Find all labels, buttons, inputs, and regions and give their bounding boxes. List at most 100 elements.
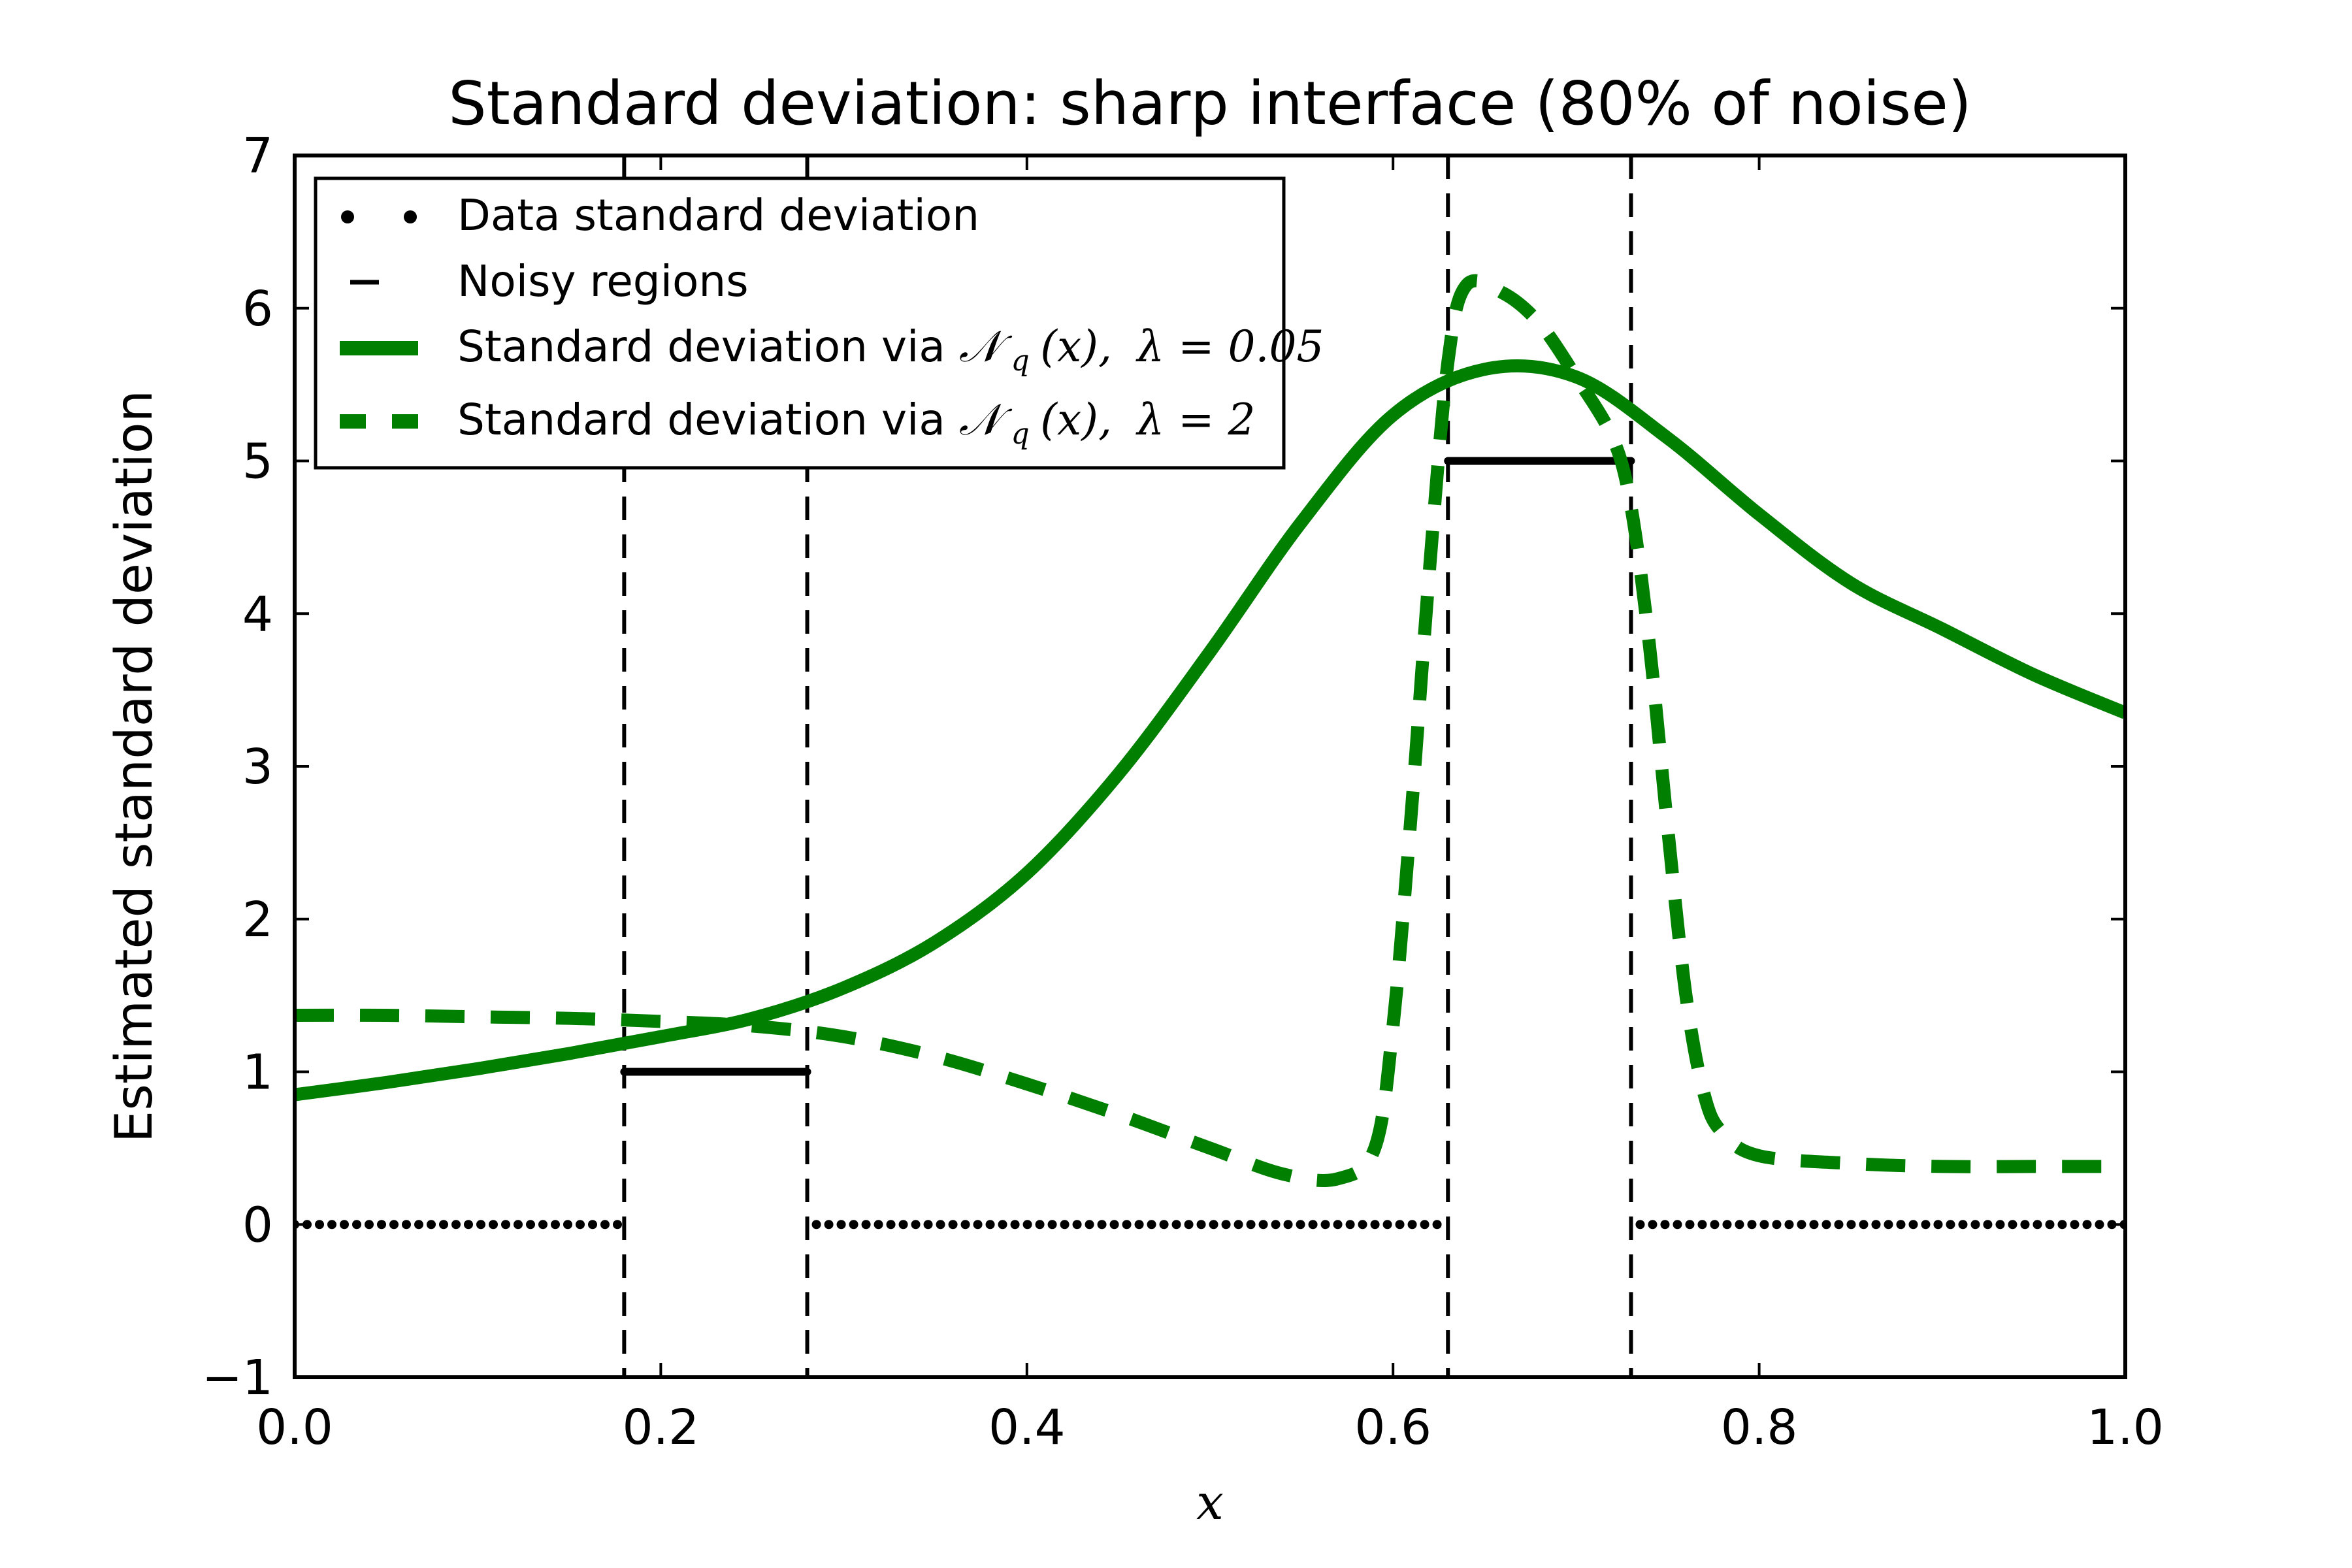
data-std-point	[1233, 1220, 1243, 1230]
data-std-point	[1382, 1220, 1392, 1230]
data-std-point	[501, 1220, 510, 1230]
legend-item-lambda-005: Standard deviation via 𝒩 q (x), λ = 0.05	[340, 321, 1324, 378]
axis-ticks: 0.0 0.2 0.4 0.6 0.8 1.0 −1 0 1 2 3 4 5 6 7	[202, 128, 2164, 1456]
data-std-point	[811, 1220, 821, 1230]
y-tick-label: 7	[242, 128, 273, 184]
legend-label-noisy-regions: Noisy regions	[457, 256, 749, 306]
data-std-point	[1834, 1220, 1844, 1230]
data-std-point	[2008, 1220, 2017, 1230]
data-std-point	[551, 1220, 560, 1230]
legend-math-N: 𝒩	[959, 395, 1013, 445]
data-std-point	[1171, 1220, 1181, 1230]
data-std-point	[1246, 1220, 1256, 1230]
series-line-lambda-2	[295, 274, 2125, 1188]
data-std-point	[1060, 1220, 1070, 1230]
series-line-lambda-005	[295, 359, 2125, 1102]
data-std-point	[911, 1220, 921, 1230]
data-std-point	[898, 1220, 908, 1230]
data-std-point	[1685, 1220, 1695, 1230]
data-std-point	[1308, 1220, 1318, 1230]
y-tick-label: 0	[242, 1197, 273, 1253]
data-std-point	[1648, 1220, 1658, 1230]
data-std-point	[563, 1220, 572, 1230]
y-tick-label: −1	[202, 1350, 273, 1406]
legend: Data standard deviation Noisy regions St…	[314, 176, 1324, 470]
data-std-point	[1271, 1220, 1281, 1230]
data-std-point	[1958, 1220, 1968, 1230]
data-std-point	[1047, 1220, 1057, 1230]
data-std-point	[1635, 1220, 1645, 1230]
data-std-point	[1784, 1220, 1794, 1230]
data-std-point	[1345, 1220, 1355, 1230]
data-std-point	[1995, 1220, 2005, 1230]
data-std-point	[600, 1220, 610, 1230]
data-std-point	[1184, 1220, 1194, 1230]
data-std-point	[886, 1220, 896, 1230]
data-std-point	[514, 1220, 523, 1230]
data-std-point	[1983, 1220, 1993, 1230]
legend-marker-dots	[341, 210, 354, 223]
data-std-point	[1085, 1220, 1094, 1230]
data-std-point	[1072, 1220, 1082, 1230]
data-std-point	[439, 1220, 448, 1230]
data-std-point	[315, 1220, 324, 1230]
x-tick-label: 0.6	[1354, 1399, 1431, 1456]
data-std-point	[1122, 1220, 1132, 1230]
x-tick-label: 0.0	[256, 1399, 333, 1456]
data-std-point	[861, 1220, 871, 1230]
data-std-point	[1871, 1220, 1881, 1230]
data-std-point	[1660, 1220, 1670, 1230]
legend-math-sub: q	[1011, 417, 1030, 451]
legend-label-data-std: Data standard deviation	[457, 190, 979, 240]
y-tick-label: 1	[242, 1045, 273, 1101]
data-std-point	[1221, 1220, 1231, 1230]
x-tick-label: 0.2	[623, 1399, 700, 1456]
legend-text: Standard deviation via	[457, 321, 959, 372]
data-std-point	[327, 1220, 336, 1230]
data-std-point	[526, 1220, 535, 1230]
data-std-point	[365, 1220, 374, 1230]
data-std-point	[1395, 1220, 1405, 1230]
legend-math-lambda: λ = 0.05	[1135, 321, 1324, 372]
data-std-point	[849, 1220, 858, 1230]
data-std-point	[1370, 1220, 1380, 1230]
data-std-point	[836, 1220, 846, 1230]
y-tick-label: 5	[242, 434, 273, 490]
x-tick-label: 1.0	[2087, 1399, 2164, 1456]
legend-math-lambda: λ = 2	[1135, 395, 1255, 445]
data-std-point	[1797, 1220, 1806, 1230]
data-std-point	[948, 1220, 958, 1230]
data-std-point	[1320, 1220, 1330, 1230]
y-axis-label: Estimated standard deviation	[105, 390, 164, 1143]
data-std-point	[2095, 1220, 2104, 1230]
data-std-point	[985, 1220, 995, 1230]
legend-item-lambda-2: Standard deviation via 𝒩 q (x), λ = 2	[340, 395, 1256, 451]
data-std-point	[1933, 1220, 1943, 1230]
data-std-point	[476, 1220, 485, 1230]
chart-title: Standard deviation: sharp interface (80%…	[448, 69, 1971, 139]
data-std-point	[464, 1220, 473, 1230]
data-std-point	[1859, 1220, 1869, 1230]
data-std-point	[451, 1220, 461, 1230]
data-std-point	[1921, 1220, 1931, 1230]
legend-math-arg: (x),	[1040, 321, 1112, 372]
data-std-point	[1134, 1220, 1144, 1230]
legend-marker-dots	[404, 210, 417, 223]
data-std-point	[1022, 1220, 1032, 1230]
data-std-point	[998, 1220, 1007, 1230]
data-std-point	[1884, 1220, 1893, 1230]
data-std-point	[1697, 1220, 1707, 1230]
data-std-point	[1970, 1220, 1980, 1230]
data-std-point	[613, 1220, 622, 1230]
data-std-point	[1759, 1220, 1769, 1230]
legend-item-noisy-regions: Noisy regions	[350, 256, 749, 306]
data-std-point	[1420, 1220, 1429, 1230]
data-std-point	[352, 1220, 361, 1230]
data-std-point	[1673, 1220, 1682, 1230]
y-tick-label: 2	[242, 892, 273, 948]
data-std-point	[2070, 1220, 2080, 1230]
data-std-point	[936, 1220, 945, 1230]
data-std-point	[973, 1220, 983, 1230]
data-std-point	[2045, 1220, 2055, 1230]
